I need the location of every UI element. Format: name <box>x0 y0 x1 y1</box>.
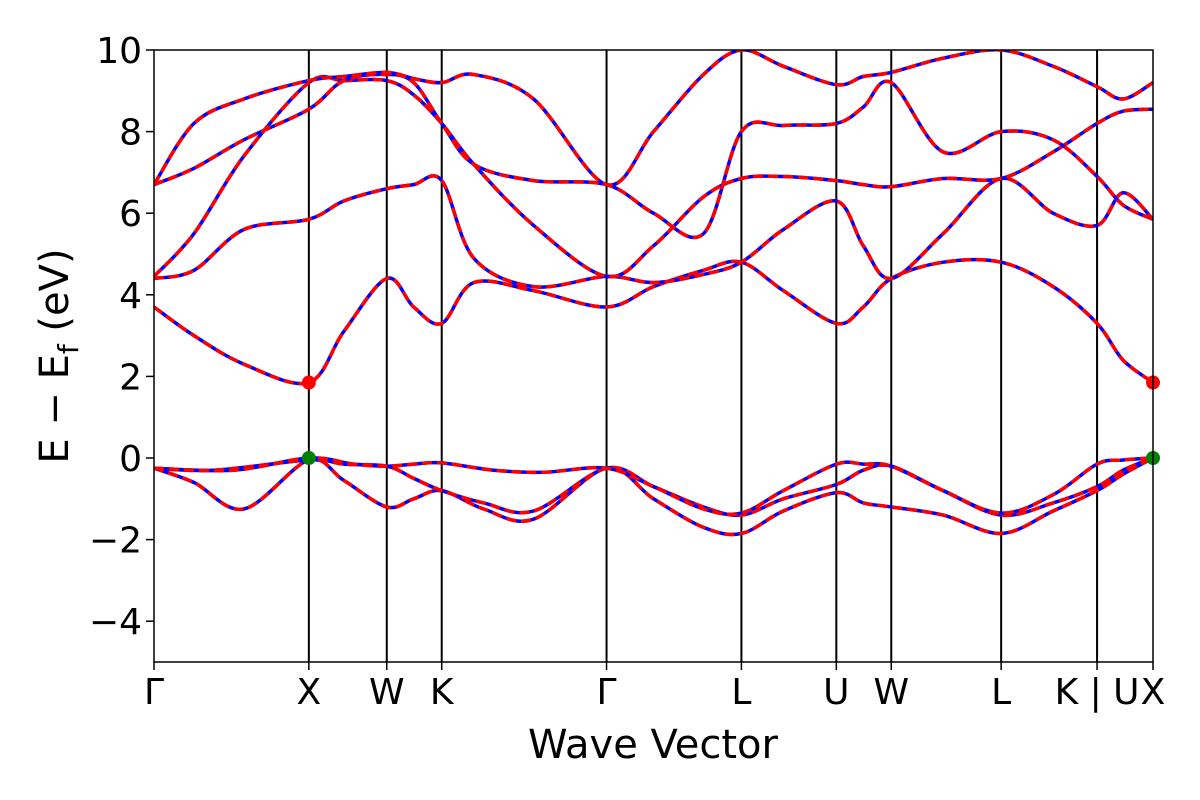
x-tick-label: U <box>823 672 849 713</box>
band-line-overlay <box>154 72 1153 240</box>
x-tick-label: X <box>297 672 322 713</box>
band-line <box>154 456 1153 537</box>
x-tick-label: X <box>1141 672 1166 713</box>
cbm-marker <box>301 375 316 390</box>
y-tick-label: 8 <box>119 113 142 154</box>
y-tick-label: 2 <box>119 357 142 398</box>
x-tick-label: Γ <box>144 672 164 713</box>
band-line <box>154 257 1153 386</box>
y-axis-label: E − Ef (eV) <box>32 248 85 463</box>
band-line <box>154 174 1153 289</box>
x-tick-label: L <box>731 672 751 713</box>
x-tick-label: K | U <box>1055 672 1140 713</box>
y-tick-label: 6 <box>119 194 142 235</box>
band-line-overlay <box>154 174 1153 289</box>
band-line-overlay <box>154 456 1153 537</box>
vbm-marker <box>301 451 316 465</box>
x-tick-label: Γ <box>597 672 617 713</box>
band-edge-markers <box>301 375 1160 465</box>
y-tick-label: 10 <box>96 31 142 72</box>
y-axis-ticks: −4 −2 0 2 4 6 8 10 <box>89 31 154 643</box>
band-line <box>154 456 1153 517</box>
band-line <box>154 50 1153 187</box>
x-tick-label: W <box>873 672 909 713</box>
kpoint-lines <box>307 50 1099 662</box>
band-line-overlay <box>154 456 1153 517</box>
y-tick-label: 0 <box>119 439 142 480</box>
plot-frame <box>153 49 1154 663</box>
x-tick-label: L <box>991 672 1011 713</box>
y-tick-label: 4 <box>119 276 142 317</box>
x-tick-label: K <box>430 672 455 713</box>
y-tick-label: −2 <box>89 521 142 562</box>
band-line <box>154 72 1153 240</box>
band-line-overlay <box>154 50 1153 187</box>
band-line-overlay <box>154 257 1153 386</box>
x-tick-label: W <box>369 672 405 713</box>
x-axis-label: Wave Vector <box>528 722 779 768</box>
y-tick-label: −4 <box>89 602 142 643</box>
